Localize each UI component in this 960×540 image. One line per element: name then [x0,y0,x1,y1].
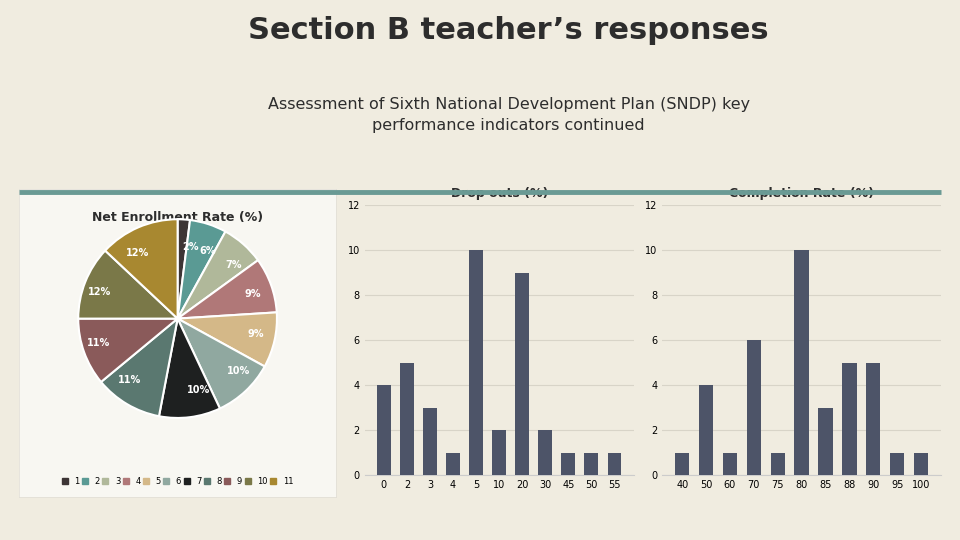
Text: 6%: 6% [200,246,216,255]
Text: 10%: 10% [186,384,210,395]
Wedge shape [106,219,178,319]
Title: Completion Rate (%): Completion Rate (%) [729,187,875,200]
Bar [723,453,737,475]
Bar [469,250,483,475]
Legend: 1, 2, 3, 4, 5, 6, 7, 8, 9, 10, 11: 1, 2, 3, 4, 5, 6, 7, 8, 9, 10, 11 [59,474,297,490]
Bar [818,408,832,475]
Bar [608,453,621,475]
Text: 9%: 9% [248,329,264,339]
Bar [675,453,689,475]
Bar [562,453,575,475]
Text: 9%: 9% [245,289,261,299]
Wedge shape [178,319,265,408]
Bar [842,363,856,475]
Bar [423,408,437,475]
Bar [539,430,552,475]
Text: Net Enrollment Rate (%): Net Enrollment Rate (%) [92,211,263,224]
Wedge shape [78,251,178,319]
Bar [747,340,761,475]
Text: Section B teacher’s responses: Section B teacher’s responses [249,16,769,45]
Bar [890,453,904,475]
Text: 7%: 7% [225,260,241,270]
Wedge shape [178,219,190,319]
Bar [771,453,785,475]
Bar [446,453,460,475]
Bar [585,453,598,475]
Bar [516,273,529,475]
Bar [492,430,506,475]
Text: Assessment of Sixth National Development Plan (SNDP) key
performance indicators : Assessment of Sixth National Development… [268,97,750,133]
Title: Drop outs (%): Drop outs (%) [450,187,548,200]
Wedge shape [78,319,178,382]
Wedge shape [159,319,220,418]
Wedge shape [178,220,226,319]
Bar [400,363,414,475]
Text: 11%: 11% [118,375,141,385]
Text: 12%: 12% [126,248,149,258]
Text: 11%: 11% [87,338,110,348]
Text: 2%: 2% [182,242,199,252]
Bar [914,453,928,475]
Text: 12%: 12% [87,287,111,297]
Wedge shape [178,312,276,367]
Wedge shape [178,232,258,319]
Text: 10%: 10% [227,366,250,376]
Wedge shape [178,260,276,319]
Bar [866,363,880,475]
Bar [377,385,391,475]
Bar [699,385,713,475]
Bar [795,250,808,475]
Wedge shape [101,319,178,416]
